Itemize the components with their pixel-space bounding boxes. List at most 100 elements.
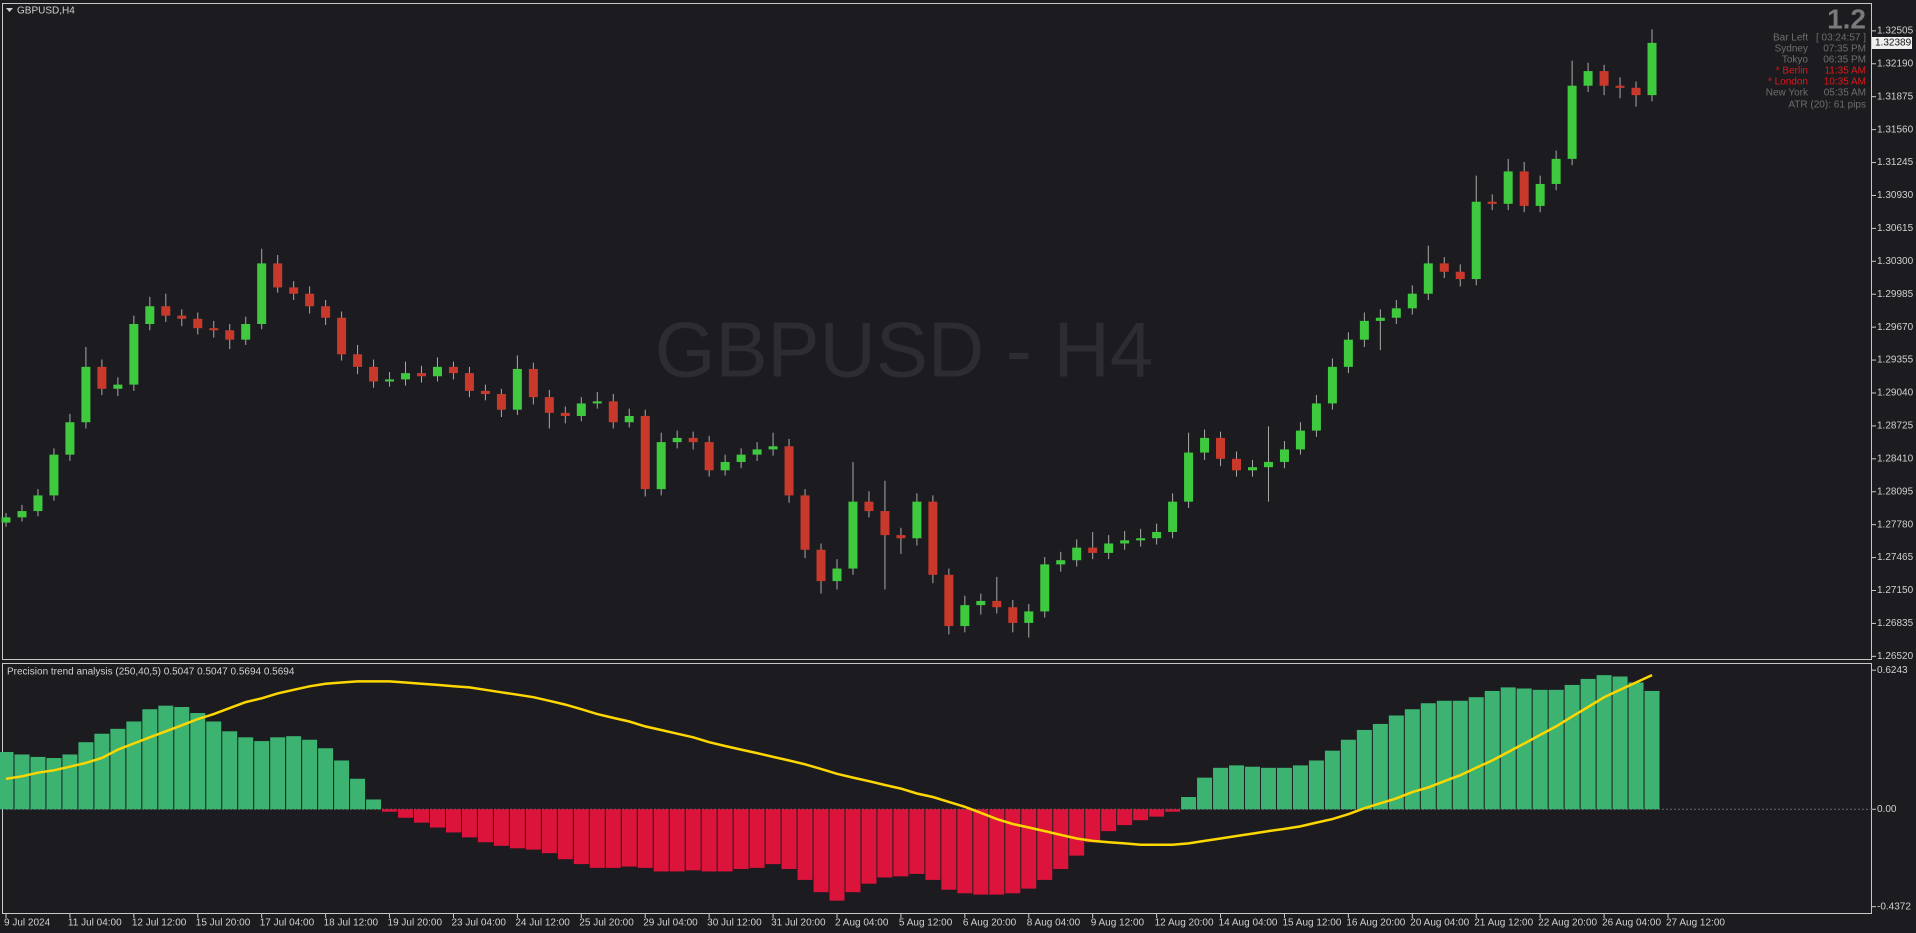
histogram-bar [1420, 703, 1436, 810]
candle-body [1263, 461, 1273, 468]
candle-body [736, 454, 746, 462]
x-tick-label: 24 Jul 12:00 [515, 918, 570, 929]
histogram-bar [1564, 684, 1580, 810]
candle-body [337, 317, 347, 355]
candle-body [608, 401, 618, 423]
candle-body [1391, 308, 1401, 318]
candle-body [656, 442, 666, 490]
candle-body [1359, 320, 1369, 340]
info-label: New York [1766, 88, 1809, 99]
histogram-bar [1053, 809, 1069, 869]
candle-body [1040, 564, 1050, 612]
symbol-menu-arrow[interactable] [6, 8, 13, 12]
x-tick-label: 30 Jul 12:00 [707, 918, 762, 929]
histogram-bar [957, 809, 973, 894]
histogram-bar [477, 809, 493, 843]
candle-body [1200, 437, 1210, 453]
histogram-bar [1229, 765, 1245, 810]
histogram-bar [989, 809, 1005, 895]
x-tick-label: 6 Aug 20:00 [963, 918, 1017, 929]
histogram-bar [1181, 797, 1197, 810]
histogram-bar [206, 721, 222, 810]
histogram-bar [1436, 700, 1452, 810]
candle-body [896, 535, 906, 539]
candle-body [1120, 540, 1130, 544]
y-tick-label: 1.27465 [1877, 552, 1914, 563]
x-tick-label: 20 Aug 04:00 [1410, 918, 1469, 929]
y-tick-label: 0.00 [1877, 804, 1897, 815]
candle-body [1, 517, 11, 523]
histogram-bar [302, 739, 318, 810]
y-tick-label: 1.31560 [1877, 124, 1914, 135]
y-tick-label: 1.29670 [1877, 322, 1914, 333]
histogram-bar [1404, 709, 1420, 810]
y-tick-label: 1.27150 [1877, 585, 1914, 596]
candle-body [672, 437, 682, 443]
candle-body [1311, 403, 1321, 431]
x-tick-label: 12 Jul 12:00 [132, 918, 187, 929]
candle-body [1343, 339, 1353, 367]
x-tick-label: 21 Aug 12:00 [1474, 918, 1533, 929]
x-tick-label: 5 Aug 12:00 [899, 918, 953, 929]
histogram-bar [845, 809, 861, 893]
candle-body [1008, 607, 1018, 623]
histogram-bar [1085, 809, 1101, 843]
histogram-bar [1037, 809, 1053, 880]
candle-body [145, 306, 155, 325]
histogram-bar [1500, 687, 1516, 810]
x-tick-label: 25 Jul 20:00 [579, 918, 634, 929]
info-label: Bar Left [1773, 33, 1808, 44]
candle-body [512, 368, 522, 410]
histogram-bar [382, 809, 398, 812]
candle-body [353, 354, 363, 367]
histogram-bar [1165, 809, 1181, 812]
histogram-bar [813, 809, 829, 893]
candle-body [1327, 366, 1337, 404]
histogram-bar [1340, 739, 1356, 810]
histogram-bar [1468, 697, 1484, 810]
histogram-bar [1628, 682, 1644, 810]
x-tick-label: 14 Aug 04:00 [1219, 918, 1278, 929]
candle-body [1535, 183, 1545, 206]
candle-body [1024, 611, 1034, 623]
candle-body [225, 330, 235, 340]
candle-body [1583, 71, 1593, 86]
histogram-bar [893, 809, 909, 877]
histogram-bar [525, 809, 541, 850]
candle-body [1168, 501, 1178, 532]
candle-body [273, 263, 283, 288]
x-tick-label: 26 Aug 04:00 [1602, 918, 1661, 929]
candle-body [752, 449, 762, 455]
histogram-bar [158, 705, 174, 810]
candle-body [113, 384, 123, 389]
histogram-bar [1388, 715, 1404, 810]
histogram-bar [573, 809, 589, 865]
histogram-bar [541, 809, 557, 854]
candle-body [1072, 547, 1082, 561]
x-tick-label: 23 Jul 04:00 [451, 918, 506, 929]
histogram-bar [110, 728, 126, 810]
candle-body [209, 328, 219, 331]
candle-body [800, 495, 810, 550]
candle-body [289, 287, 299, 294]
y-tick-label: 1.27780 [1877, 519, 1914, 530]
histogram-bar [733, 809, 749, 869]
candle-body [944, 574, 954, 627]
histogram-bar [62, 754, 78, 810]
y-tick-label: 1.30300 [1877, 256, 1914, 267]
histogram-bar [941, 809, 957, 890]
candle-body [33, 495, 43, 512]
candle-body [129, 324, 139, 385]
histogram-bar [493, 809, 509, 846]
histogram-bar [222, 731, 238, 810]
histogram-bar [1276, 767, 1292, 810]
histogram-bar [1101, 809, 1117, 832]
candle-body [97, 366, 107, 389]
candle-body [688, 437, 698, 443]
candle-body [1104, 543, 1114, 553]
y-tick-label: 1.29040 [1877, 388, 1914, 399]
histogram-bar [909, 809, 925, 874]
candle-body [193, 318, 203, 329]
x-tick-label: 15 Aug 12:00 [1282, 918, 1341, 929]
